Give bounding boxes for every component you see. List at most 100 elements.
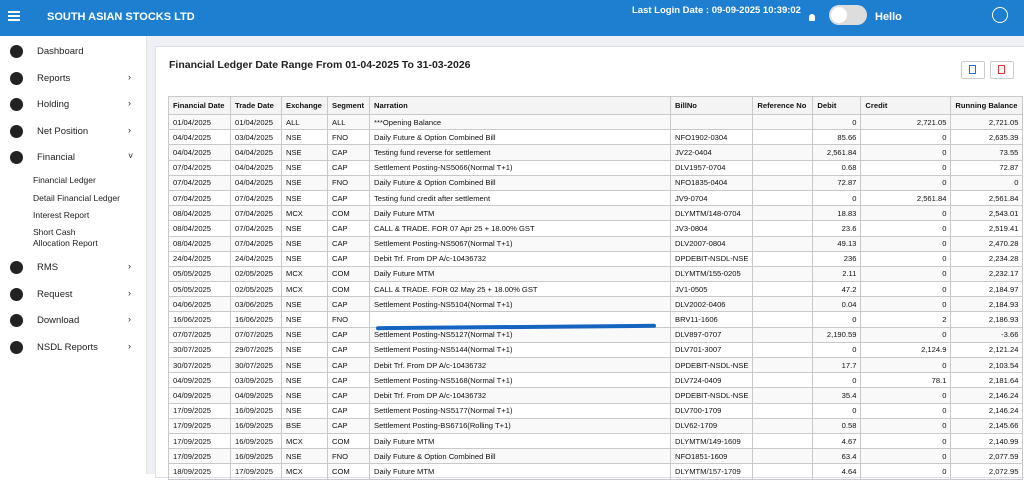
table-cell [752, 235, 814, 252]
table-cell: 2 [860, 311, 952, 328]
table-row: 18/09/2025 17/09/2025 MCX COM Daily Future M… [168, 463, 1024, 480]
table-cell: MCX [281, 463, 328, 480]
table-cell: 17/09/2025 [230, 463, 282, 480]
table-cell: BRV11-1606 [669, 311, 754, 328]
nav-item[interactable]: RMS › [0, 259, 146, 277]
table-row: 17/09/2025 16/09/2025 NSE CAP Settlement Pos… [168, 402, 1024, 419]
table-cell: MCX [281, 432, 328, 450]
table-cell: NSE [281, 129, 328, 146]
table-cell: 04/09/2025 [168, 387, 231, 404]
table-cell: NSE [281, 296, 328, 313]
export-excel[interactable] [961, 61, 985, 79]
table-cell: 2,635.39 [950, 129, 1024, 146]
table-cell: COM [327, 432, 370, 450]
nav-item[interactable]: Holding › [0, 96, 146, 114]
submenu-item[interactable]: Detail Financial Ledger [33, 193, 120, 203]
table-cell: CAP [327, 326, 370, 343]
table-cell: 08/04/2025 [168, 205, 231, 222]
nav-icon [10, 98, 23, 111]
table-cell: DLYMTM/148-0704 [669, 205, 754, 222]
table-cell: 02/05/2025 [230, 281, 282, 298]
table-cell: CAP [327, 356, 370, 374]
table-cell [752, 417, 814, 434]
nav-label: NSDL Reports [37, 342, 98, 353]
table-cell: 08/04/2025 [168, 220, 231, 237]
table-cell: 2,543.01 [950, 205, 1024, 222]
table-cell: NSE [281, 448, 328, 465]
table-cell: 30/07/2025 [230, 356, 282, 374]
table-cell: CAP [327, 220, 370, 237]
table-cell: 47.2 [812, 281, 862, 298]
table-cell: NSE [281, 311, 328, 328]
table-cell [752, 220, 814, 237]
table-row: 04/06/2025 03/06/2025 NSE CAP Settlement Pos… [168, 296, 1024, 313]
nav-item[interactable]: Net Position › [0, 123, 146, 141]
table-cell: 17/09/2025 [168, 432, 231, 450]
nav-item[interactable]: Reports › [0, 70, 146, 88]
export-pdf[interactable] [990, 61, 1014, 79]
table-cell: 16/09/2025 [230, 402, 282, 419]
table-cell [752, 265, 814, 283]
table-cell: CAP [327, 235, 370, 252]
table-cell: 0.68 [812, 159, 862, 176]
table-cell: 07/07/2025 [168, 326, 231, 343]
table-cell: DPDEBIT-NSDL-NSE [669, 356, 754, 374]
table-cell: 04/04/2025 [168, 144, 231, 161]
table-cell: 0 [950, 174, 1024, 191]
table-cell: Settlement Posting-NS5066(Normal T+1) [369, 159, 671, 176]
theme-toggle[interactable] [829, 5, 867, 25]
nav-item[interactable]: Download › [0, 312, 146, 330]
submenu-item[interactable]: Interest Report [33, 210, 90, 220]
nav-item[interactable]: Dashboard [0, 43, 146, 61]
table-cell: 0 [812, 372, 862, 389]
table-cell: 07/04/2025 [168, 159, 231, 176]
column-header: Debit [812, 96, 862, 115]
submenu-item[interactable]: Short Cash Allocation Report [33, 227, 98, 248]
nav-item[interactable]: NSDL Reports › [0, 339, 146, 357]
last-login: Last Login Date : 09-09-2025 10:39:02 [632, 5, 801, 16]
table-cell: Daily Future MTM [369, 265, 671, 283]
table-cell: ALL [327, 113, 370, 131]
table-row: 07/04/2025 07/04/2025 NSE CAP Testing fund c… [168, 189, 1024, 207]
table-cell: 0 [860, 144, 952, 161]
table-cell: NSE [281, 159, 328, 176]
logout-button[interactable] [992, 7, 1008, 23]
table-cell: CAP [327, 189, 370, 207]
nav-item[interactable]: Request › [0, 286, 146, 304]
column-header: Segment [327, 96, 370, 115]
table-cell: CALL & TRADE. FOR 02 May 25 + 18.00% GST [369, 281, 671, 298]
table-cell: MCX [281, 205, 328, 222]
header-row: Financial Date Trade Date Exchange Segment N… [168, 96, 1024, 115]
table-row: 07/07/2025 07/07/2025 NSE CAP Settlement Pos… [168, 326, 1024, 343]
table-cell: DLV2002-0406 [669, 296, 754, 313]
table-cell: 05/05/2025 [168, 265, 231, 283]
table-cell: 0 [860, 417, 952, 434]
table-cell: 04/04/2025 [230, 174, 282, 191]
table-cell: NFO1851-1609 [669, 448, 754, 465]
table-cell: 0 [860, 220, 952, 237]
table-row: 04/09/2025 04/09/2025 NSE CAP Debit Trf. Fro… [168, 387, 1024, 404]
table-cell: 2,146.24 [950, 387, 1024, 404]
table-cell: Daily Future & Option Combined Bill [369, 174, 671, 191]
table-row: 07/04/2025 04/04/2025 NSE FNO Daily Future &… [168, 174, 1024, 191]
table-cell [752, 159, 814, 176]
table-cell: MCX [281, 281, 328, 298]
table-cell: Daily Future & Option Combined Bill [369, 448, 671, 465]
table-row: 04/04/2025 03/04/2025 NSE FNO Daily Future &… [168, 129, 1024, 146]
table-row: 16/06/2025 16/06/2025 NSE FNO BRV11-1606 0 2 2,… [168, 311, 1024, 328]
table-cell: FNO [327, 129, 370, 146]
nav-label: Reports [37, 73, 71, 84]
table-cell: 35.4 [812, 387, 862, 404]
menu-button[interactable] [8, 11, 20, 21]
table-cell: Settlement Posting-NS5177(Normal T+1) [369, 402, 671, 419]
table-cell: Daily Future MTM [369, 205, 671, 222]
table-cell: 0 [812, 189, 862, 207]
table-cell: 07/04/2025 [230, 205, 282, 222]
table-cell: 16/06/2025 [230, 311, 282, 328]
table-cell: DLV724-0409 [669, 372, 754, 389]
nav-item[interactable]: Financial ˅ [0, 149, 146, 167]
chevron: › [128, 314, 131, 324]
table-cell: CAP [327, 296, 370, 313]
submenu-item[interactable]: Financial Ledger [33, 175, 96, 185]
table-cell [752, 113, 814, 131]
